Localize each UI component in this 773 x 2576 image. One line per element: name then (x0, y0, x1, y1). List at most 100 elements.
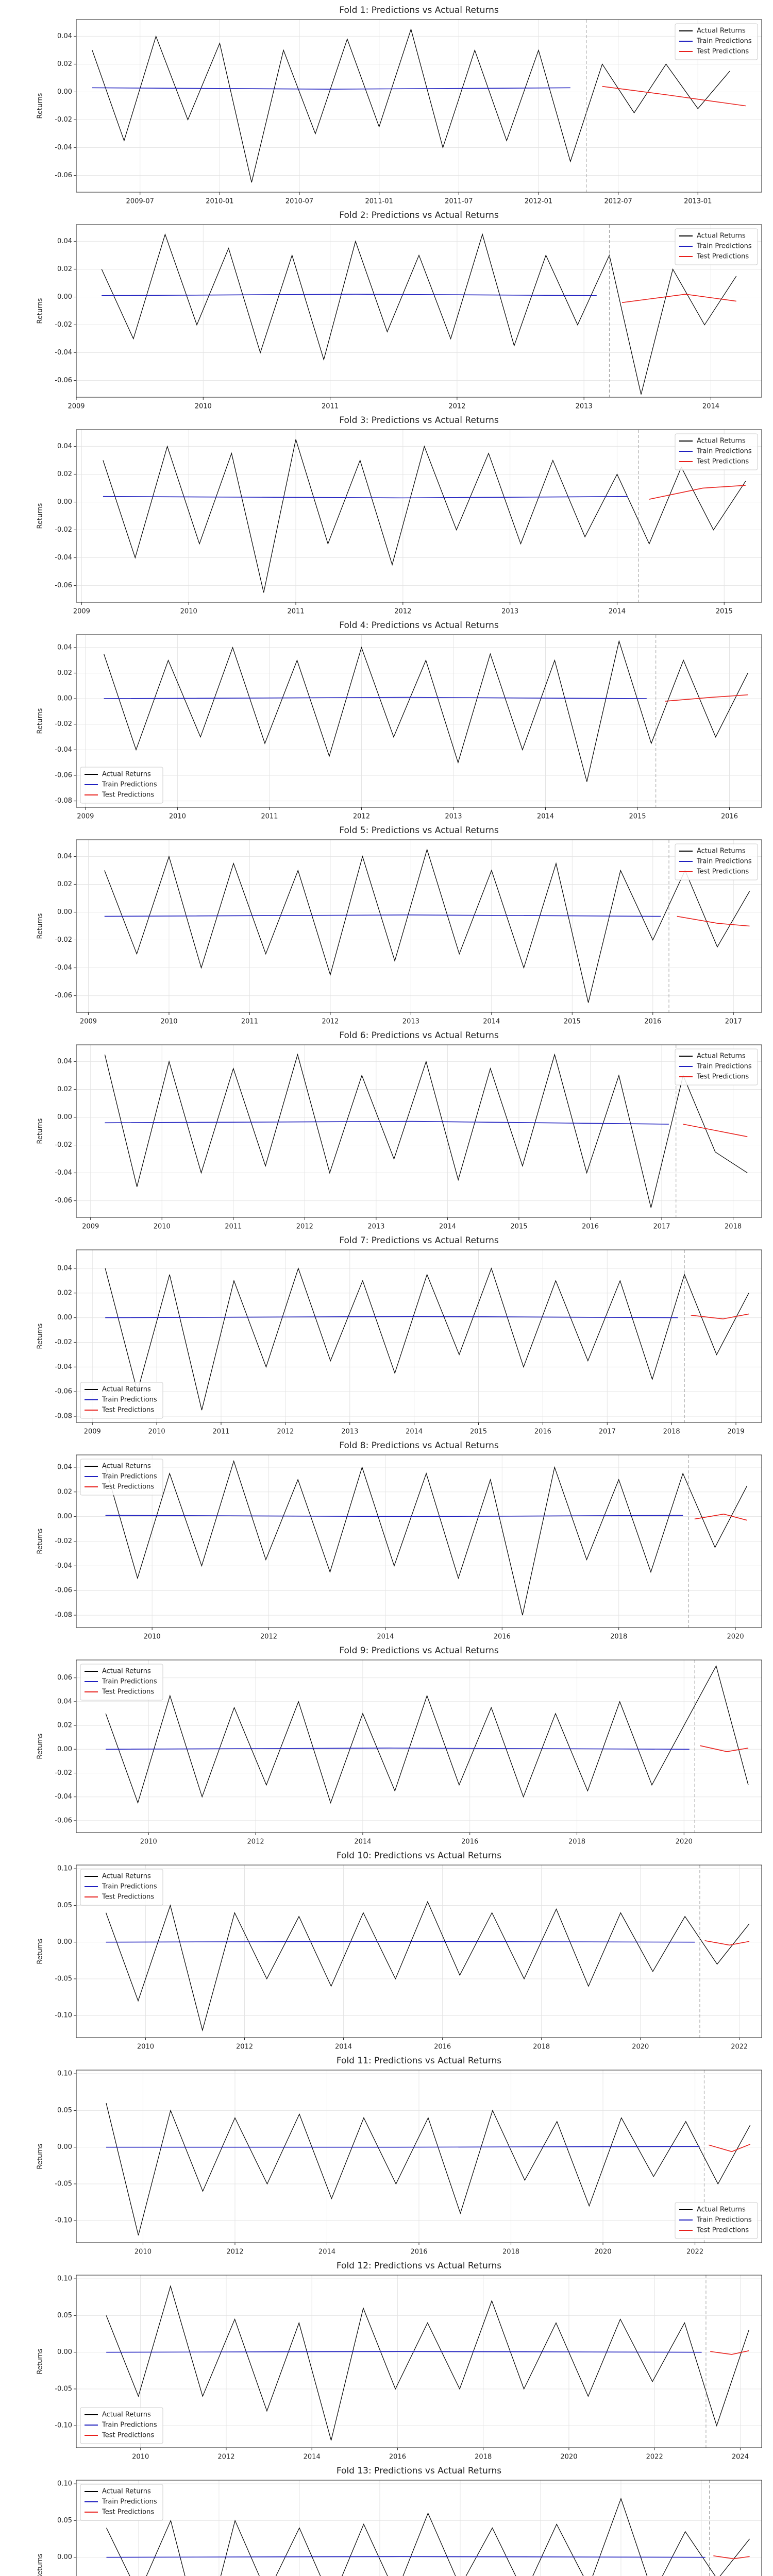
legend-label: Train Predictions (102, 1396, 157, 1404)
y-tick-label: -0.10 (55, 2422, 72, 2430)
chart-title: Fold 8: Predictions vs Actual Returns (339, 1440, 499, 1451)
y-tick-label: -0.02 (55, 936, 72, 944)
legend: Actual Returns Train Predictions Test Pred… (80, 1664, 163, 1701)
y-axis-label: Returns (37, 913, 44, 939)
y-axis-label: Returns (37, 1733, 44, 1759)
series-line (665, 694, 748, 702)
series-line (602, 86, 746, 107)
plot-frame (76, 1454, 762, 1628)
legend-label: Actual Returns (697, 437, 746, 445)
x-tick-label: 2012 (448, 403, 465, 411)
series-line (683, 1124, 748, 1138)
y-tick-label: 0.00 (57, 695, 72, 703)
x-tick-label: 2011 (212, 1428, 229, 1436)
series-line (106, 2285, 749, 2441)
y-axis-label: Returns (37, 1938, 44, 1964)
chart-title: Fold 12: Predictions vs Actual Returns (337, 2261, 501, 2271)
x-tick-label: 2012-07 (604, 198, 632, 206)
chart-panel: Fold 5: Predictions vs Actual Returns Ret… (37, 825, 762, 1026)
legend: Actual Returns Train Predictions Test Pred… (80, 2407, 163, 2444)
x-tick-label: 2014 (609, 608, 626, 616)
plot-frame (76, 839, 762, 1013)
series-line (704, 1940, 750, 1946)
series-line (106, 2497, 750, 2576)
y-tick-label: -0.02 (55, 1537, 72, 1545)
series-line (694, 1514, 747, 1521)
x-tick-label: 2010 (132, 2453, 149, 2461)
plot-frame (76, 429, 762, 603)
y-tick-label: 0.00 (57, 88, 72, 96)
x-tick-label: 2010 (140, 1838, 157, 1846)
x-tick-label: 2011 (261, 813, 278, 821)
y-tick-label: 0.02 (57, 1289, 72, 1297)
y-tick-label: 0.02 (57, 1488, 72, 1496)
y-tick-label: -0.05 (55, 1975, 72, 1982)
series-line (105, 1665, 749, 1804)
y-tick-label: 0.00 (57, 1513, 72, 1520)
legend-label: Actual Returns (102, 2488, 151, 2496)
legend: Actual Returns Train Predictions Test Pred… (675, 228, 758, 265)
legend-label: Test Predictions (696, 48, 749, 56)
legend-label: Test Predictions (696, 1073, 749, 1081)
y-tick-label: -0.02 (55, 116, 72, 124)
plot-frame (76, 1044, 762, 1218)
legend: Actual Returns Train Predictions Test Pred… (80, 2484, 163, 2521)
chart-panel: Fold 13: Predictions vs Actual Returns Re… (37, 2466, 762, 2576)
y-tick-label: 0.02 (57, 669, 72, 677)
x-tick-label: 2015 (564, 1018, 581, 1026)
x-tick-label: 2012 (353, 813, 370, 821)
x-tick-label: 2015 (629, 813, 646, 821)
y-tick-label: 0.00 (57, 2348, 72, 2356)
series-line (677, 916, 750, 927)
x-tick-label: 2011-01 (365, 198, 393, 206)
chart-panel: Fold 3: Predictions vs Actual Returns Ret… (37, 415, 762, 616)
x-tick-label: 2020 (595, 2248, 612, 2256)
x-tick-label: 2014 (439, 1223, 456, 1231)
legend-label: Train Predictions (696, 243, 752, 250)
y-axis-label: Returns (37, 503, 44, 529)
series-line (106, 1901, 750, 2032)
y-tick-label: -0.02 (55, 526, 72, 534)
y-tick-label: 0.00 (57, 908, 72, 916)
y-tick-label: 0.00 (57, 2553, 72, 2561)
legend-label: Actual Returns (697, 848, 746, 855)
x-tick-label: 2012 (247, 1838, 264, 1846)
y-axis-label: Returns (37, 2143, 44, 2169)
series-line (103, 439, 746, 593)
legend: Actual Returns Train Predictions Test Pred… (675, 843, 758, 880)
chart-panel: Fold 10: Predictions vs Actual Returns Re… (37, 1851, 762, 2051)
x-tick-label: 2016 (494, 1633, 511, 1641)
plot-frame (76, 224, 762, 398)
x-tick-label: 2012 (277, 1428, 294, 1436)
chart-panel: Fold 4: Predictions vs Actual Returns Ret… (37, 620, 762, 821)
x-tick-label: 2017 (725, 1018, 742, 1026)
plot-frame (76, 1659, 762, 1833)
y-tick-label: 0.00 (57, 293, 72, 301)
y-tick-label: -0.06 (55, 172, 72, 179)
y-tick-label: -0.04 (55, 1793, 72, 1801)
legend-label: Test Predictions (102, 2432, 154, 2439)
legend: Actual Returns Train Predictions Test Pred… (80, 1459, 163, 1496)
x-tick-label: 2010-07 (285, 198, 313, 206)
y-tick-label: -0.05 (55, 2180, 72, 2188)
legend-label: Test Predictions (696, 868, 749, 876)
series-line (104, 1053, 748, 1208)
x-tick-label: 2014 (702, 403, 719, 411)
x-tick-label: 2018 (610, 1633, 627, 1641)
y-tick-label: -0.02 (55, 1338, 72, 1346)
y-tick-label: 0.04 (57, 1463, 72, 1471)
x-tick-label: 2011 (287, 608, 304, 616)
series-line (106, 2556, 705, 2558)
y-tick-label: 0.10 (57, 1865, 72, 1873)
x-tick-label: 2015 (716, 608, 733, 616)
series-line (649, 485, 746, 500)
legend: Actual Returns Train Predictions Test Pred… (80, 1869, 163, 1906)
chart-title: Fold 11: Predictions vs Actual Returns (337, 2056, 501, 2066)
chart-title: Fold 7: Predictions vs Actual Returns (339, 1235, 499, 1246)
x-tick-label: 2013 (367, 1223, 384, 1231)
x-tick-label: 2012 (296, 1223, 313, 1231)
chart-title: Fold 13: Predictions vs Actual Returns (337, 2466, 501, 2476)
legend-label: Train Predictions (696, 1063, 752, 1071)
y-tick-label: -0.10 (55, 2012, 72, 2020)
legend: Actual Returns Train Predictions Test Pred… (80, 767, 163, 804)
